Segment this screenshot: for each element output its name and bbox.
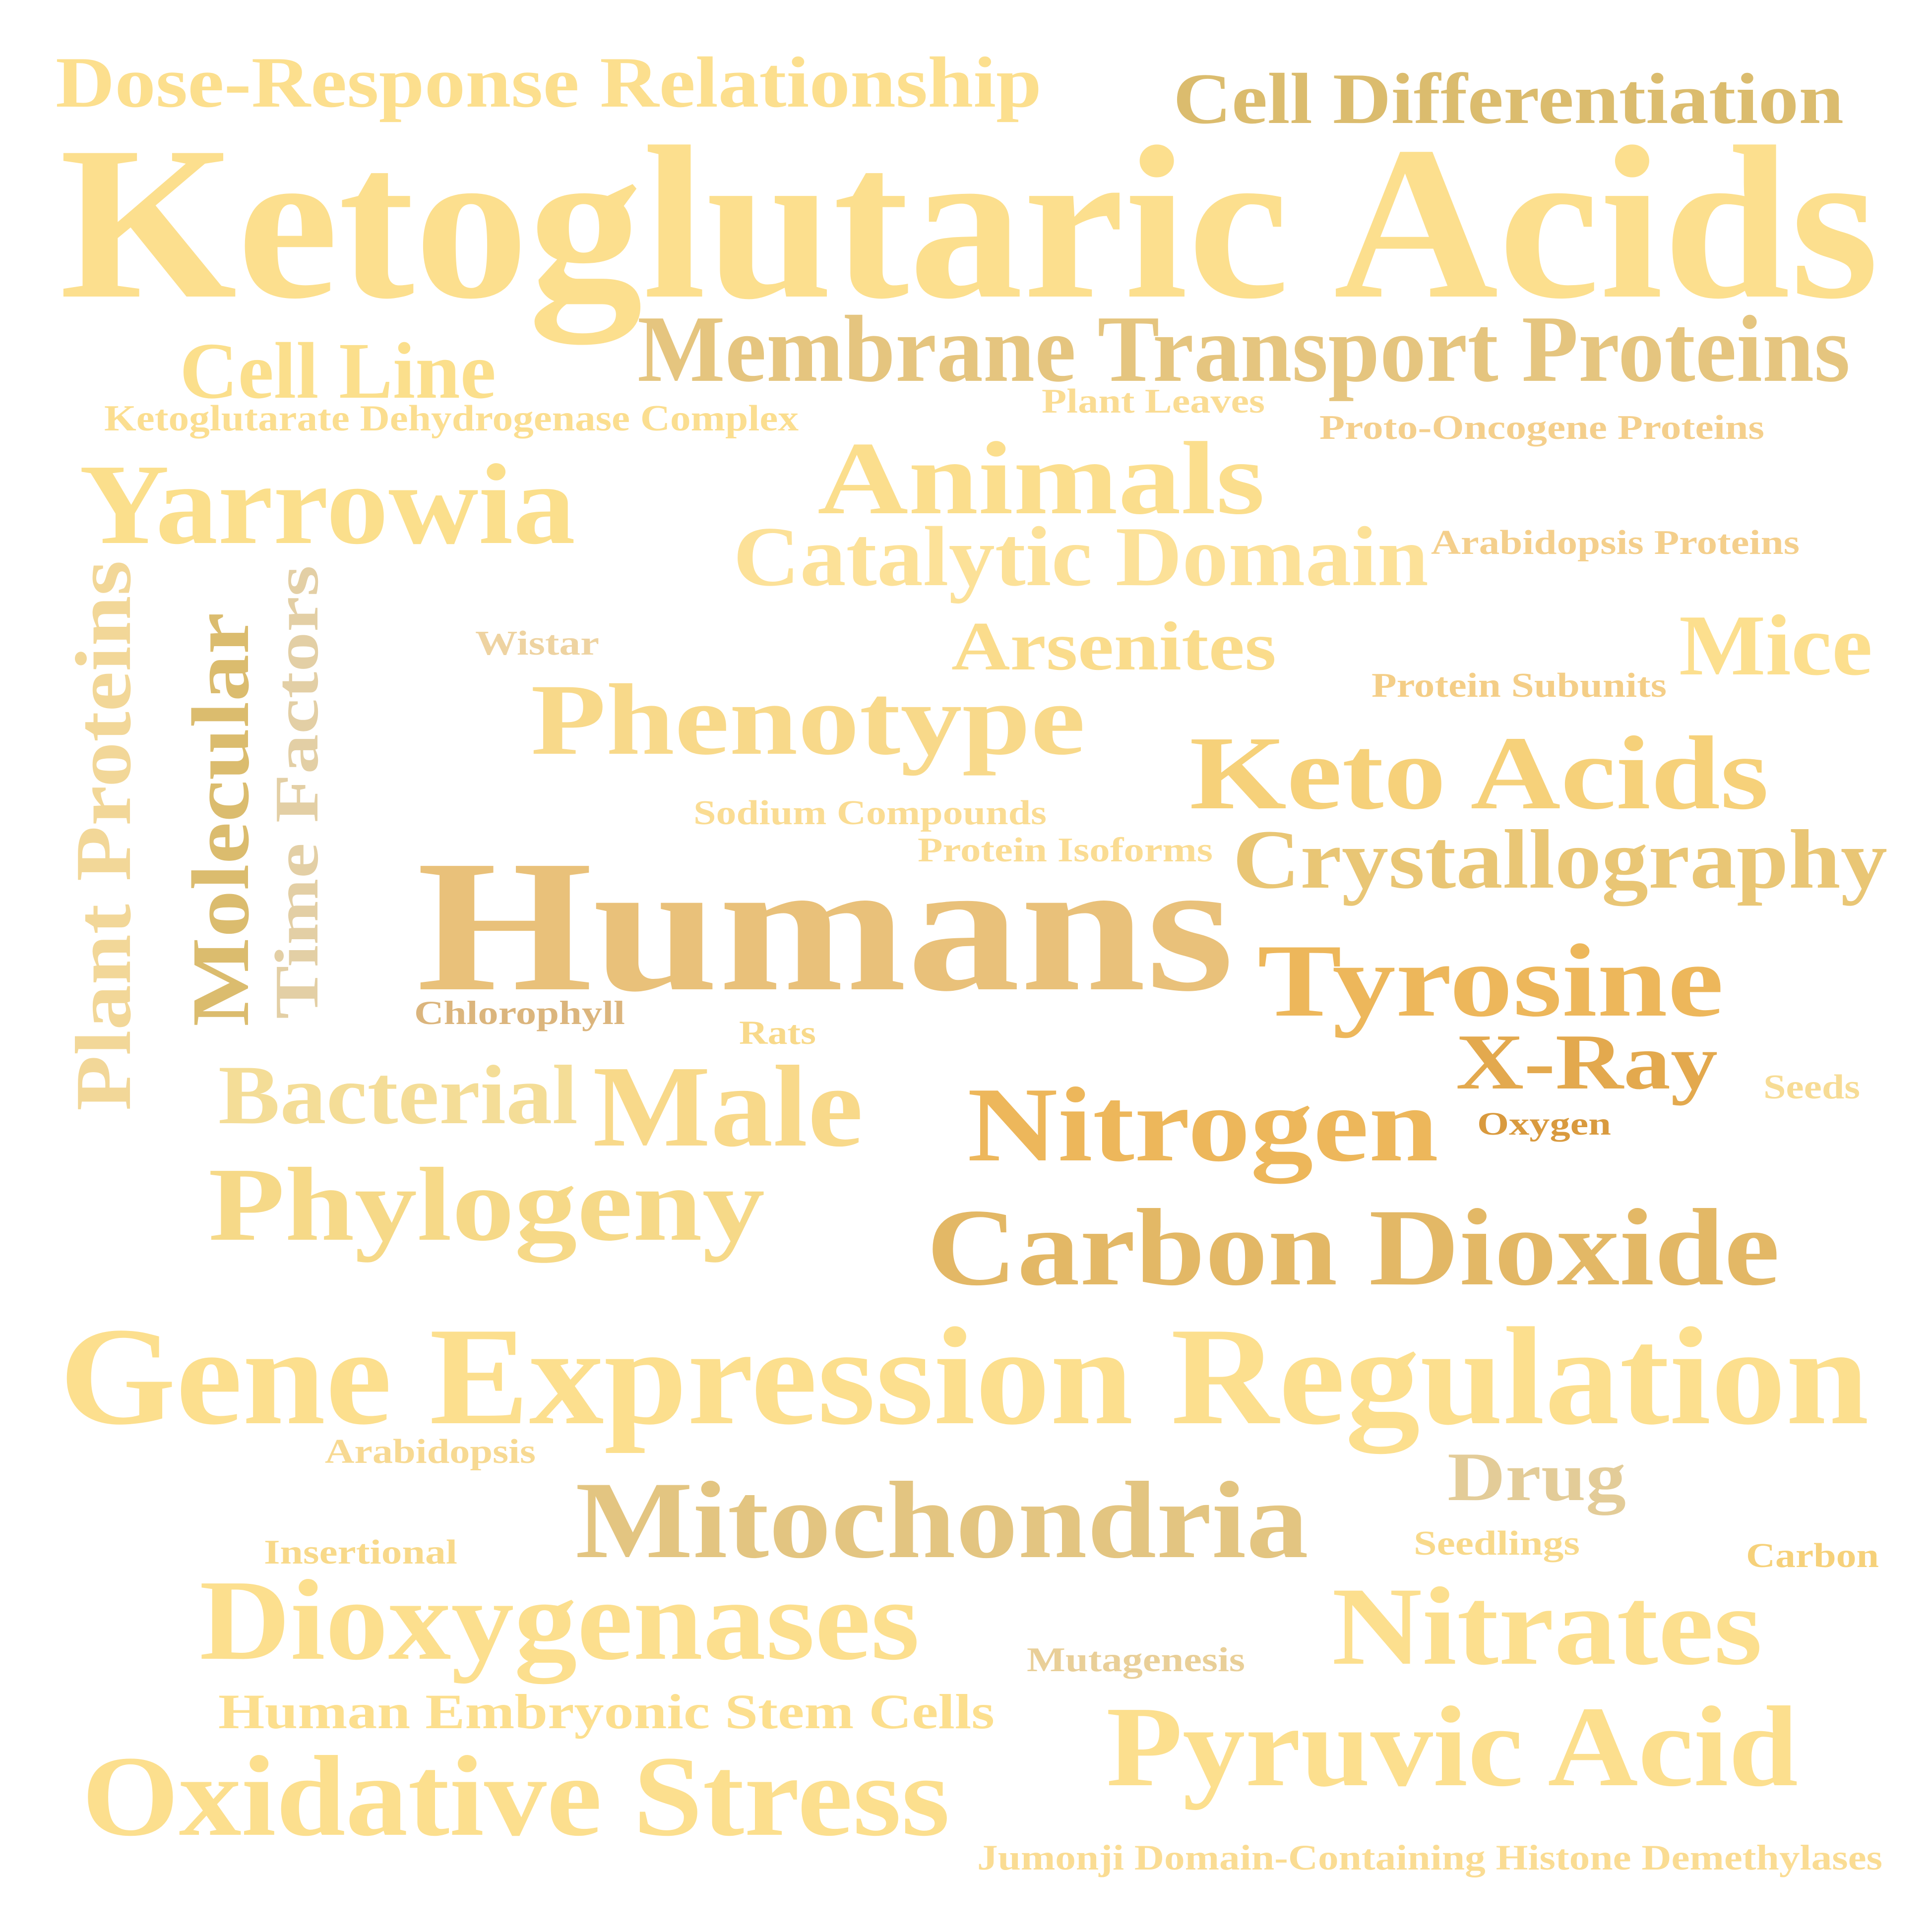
- word: Insertional: [264, 1533, 457, 1571]
- word: Nitrates: [1332, 1564, 1762, 1688]
- word: Time Factors: [263, 565, 331, 1019]
- word: Oxygen: [1477, 1106, 1611, 1142]
- word: Cell Differentiation: [1173, 59, 1844, 139]
- word: Humans: [417, 822, 1234, 1030]
- word: Protein Subunits: [1371, 666, 1667, 705]
- word: Keto Acids: [1189, 715, 1769, 831]
- word: Seeds: [1763, 1068, 1860, 1106]
- word: Mutagenesis: [1027, 1641, 1245, 1679]
- word: Pyruvic Acid: [1106, 1683, 1798, 1811]
- word: Carbon: [1746, 1537, 1879, 1575]
- word: Sodium Compounds: [693, 794, 1047, 832]
- word: X-Ray: [1456, 1018, 1718, 1106]
- word: Arabidopsis Proteins: [1431, 524, 1800, 562]
- word: Proto-Oncogene Proteins: [1319, 409, 1764, 447]
- word: Carbon Dioxide: [927, 1187, 1780, 1309]
- word: Yarrowia: [79, 441, 575, 568]
- word: Plant Proteins: [59, 560, 147, 1111]
- word: Phenotype: [531, 664, 1085, 776]
- word: Crystallography: [1233, 813, 1887, 906]
- word: Oxidative Stress: [82, 1733, 950, 1860]
- word: Dose-Response Relationship: [56, 42, 1042, 122]
- word: Male: [593, 1042, 863, 1171]
- word: Ketoglutaric Acids: [60, 101, 1879, 348]
- word: Phylogeny: [208, 1146, 765, 1263]
- word: Rats: [739, 1014, 816, 1051]
- word: Nitrogen: [967, 1065, 1438, 1184]
- word: Arabidopsis: [325, 1433, 536, 1471]
- word: Cell Line: [180, 327, 496, 416]
- word: Arsenites: [951, 608, 1276, 685]
- word: Tyrosine: [1257, 923, 1724, 1038]
- word: Protein Isoforms: [918, 831, 1213, 869]
- word: Animals: [817, 421, 1265, 536]
- word: Ketoglutarate Dehydrogenase Complex: [104, 398, 799, 439]
- word: Gene Expression Regulation: [60, 1299, 1869, 1456]
- word: Seedlings: [1414, 1524, 1580, 1563]
- word: Catalytic Domain: [733, 510, 1429, 604]
- word: Mice: [1679, 597, 1872, 693]
- word: Drug: [1447, 1439, 1626, 1515]
- word: Molecular: [175, 612, 266, 1026]
- word: Wistar: [475, 624, 599, 663]
- word: Jumonji Domain-Containing Histone Demeth…: [977, 1838, 1882, 1877]
- word: Chlorophyll: [414, 994, 625, 1031]
- word: Human Embryonic Stem Cells: [218, 1684, 995, 1739]
- word: Membrane Transport Proteins: [637, 296, 1850, 402]
- word: Mitochondria: [575, 1459, 1309, 1581]
- word: Dioxygenases: [199, 1557, 920, 1684]
- word: Bacterial: [218, 1048, 578, 1142]
- word: Plant Leaves: [1042, 382, 1265, 421]
